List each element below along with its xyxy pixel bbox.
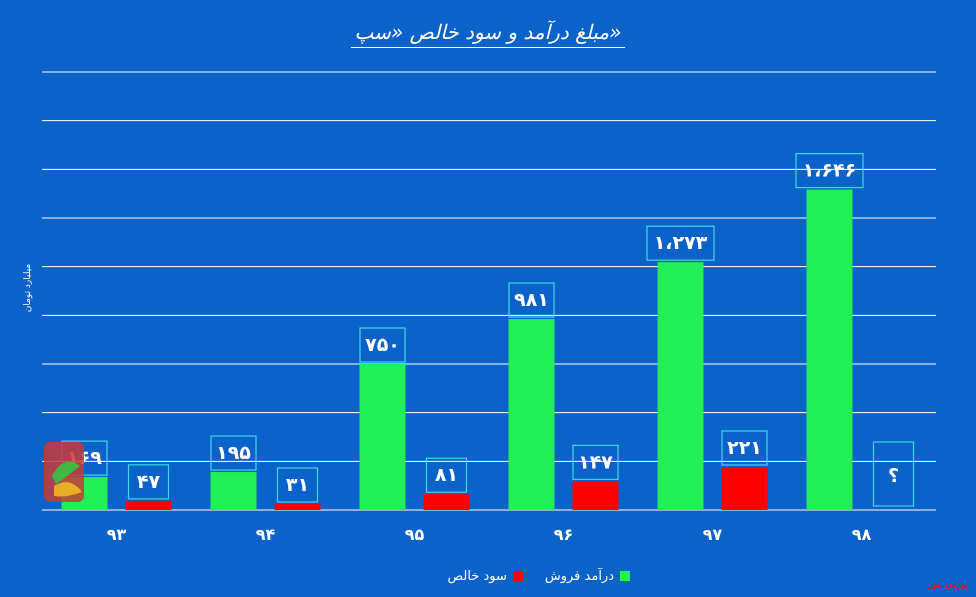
- data-label: ۲۲۱: [727, 437, 762, 459]
- data-label-box: [508, 282, 555, 318]
- revenue-bar: [657, 262, 704, 510]
- x-tick-label: ۹۴: [256, 525, 276, 544]
- data-label: ۱،۶۴۶: [803, 160, 857, 182]
- bourse-news-logo-icon: [42, 436, 112, 556]
- x-tick-label: ۹۳: [107, 525, 127, 544]
- revenue-bar: [806, 189, 853, 510]
- data-label-box: [359, 327, 406, 363]
- x-tick-label: ۹۵: [405, 525, 425, 544]
- profit-bar: [125, 500, 172, 510]
- data-label: ۱،۲۷۳: [654, 232, 708, 254]
- x-tick-label: ۹۸: [852, 525, 872, 544]
- data-label-box: [721, 430, 768, 466]
- data-label: ۹۸۱: [514, 289, 549, 311]
- profit-bar: [572, 481, 619, 510]
- data-label: ۴۷: [137, 471, 161, 493]
- data-label: ۸۱: [435, 464, 458, 486]
- data-label-box: [127, 464, 170, 500]
- data-label-box: [872, 441, 915, 507]
- chart-title: مبلغ درآمد و سود خالص «سپ»: [0, 20, 976, 48]
- revenue-bar: [508, 319, 555, 510]
- data-label-box: [572, 444, 619, 480]
- x-tick-label: ۹۷: [703, 525, 723, 544]
- footer-brand: بورس نیوز: [928, 580, 968, 590]
- legend-swatch-profit: [512, 571, 523, 581]
- legend-label-revenue: درآمد فروش: [544, 568, 614, 584]
- data-label-box: [646, 225, 715, 261]
- legend: درآمد فروش سود خالص: [380, 566, 630, 586]
- legend-item-revenue: درآمد فروش: [545, 569, 630, 584]
- data-label-box: [795, 152, 864, 189]
- data-label: ۳۱: [286, 474, 309, 496]
- data-label: ؟: [888, 465, 899, 487]
- data-label: ۱۴۷: [578, 451, 613, 473]
- revenue-bar: [359, 364, 406, 510]
- revenue-bar: [210, 472, 257, 510]
- legend-label-profit: سود خالص: [447, 568, 507, 584]
- profit-bar: [721, 466, 768, 510]
- profit-bar: [423, 494, 470, 510]
- data-label-box: [425, 457, 468, 493]
- data-label-box: [276, 467, 319, 503]
- x-tick-label: ۹۶: [554, 525, 574, 544]
- data-label: ۱۹۵: [216, 442, 251, 464]
- data-label: ۷۵۰: [365, 334, 400, 356]
- profit-bar: [274, 503, 321, 510]
- chart-title-text: مبلغ درآمد و سود خالص «سپ»: [350, 20, 626, 48]
- legend-item-profit: سود خالص: [447, 568, 523, 584]
- data-label-box: [210, 435, 257, 471]
- legend-swatch-revenue: [620, 571, 630, 581]
